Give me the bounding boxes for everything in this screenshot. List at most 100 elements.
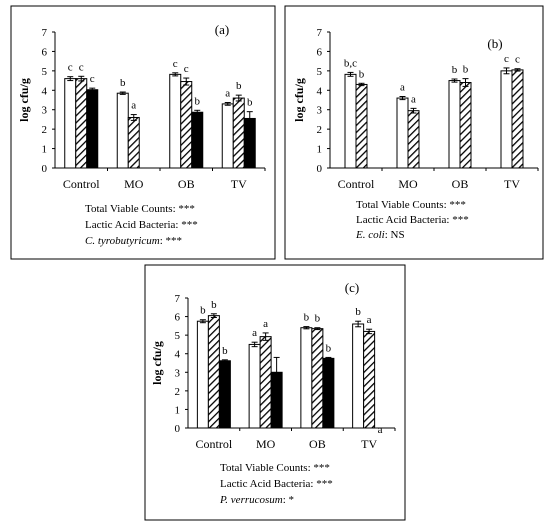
footnote: Total Viable Counts: *** [356, 199, 466, 211]
footnote: E. coli: NS [355, 229, 405, 241]
significance-label: c [90, 73, 95, 85]
footnote-species: E. coli [355, 229, 385, 241]
significance-label: a [252, 327, 257, 339]
y-tick-label: 6 [175, 312, 181, 324]
significance-label: b [304, 312, 310, 324]
footnote-species: P. verrucosum [219, 494, 283, 506]
bar [311, 328, 324, 429]
significance-label: a [400, 82, 405, 94]
bar [500, 70, 513, 169]
y-tick-label: 5 [42, 66, 48, 78]
footnote: Lactic Acid Bacteria: *** [356, 214, 469, 226]
significance-label: c [504, 53, 509, 65]
x-tick-label: OB [178, 177, 195, 191]
x-tick-label: MO [256, 437, 276, 451]
footnote-species: C. tyrobutyricum [85, 235, 160, 247]
x-tick-label: TV [361, 437, 377, 451]
y-tick-label: 6 [317, 46, 323, 58]
bar [352, 323, 365, 429]
significance-label: a [263, 318, 268, 330]
significance-label: b [452, 64, 458, 76]
y-tick-label: 4 [317, 85, 323, 97]
significance-label: b [463, 64, 469, 76]
x-tick-label: OB [309, 437, 326, 451]
significance-label: c [68, 62, 73, 74]
significance-label: b [211, 299, 217, 311]
bar [407, 110, 420, 169]
footnote: C. tyrobutyricum: *** [85, 235, 182, 247]
footnote: P. verrucosum: * [219, 494, 294, 506]
significance-label: b [200, 305, 206, 317]
bar [232, 97, 245, 169]
significance-label: b [120, 77, 126, 89]
bar [248, 343, 261, 429]
y-axis-label: log cfu/g [150, 341, 164, 385]
significance-label: a [367, 314, 372, 326]
bar [64, 78, 77, 169]
significance-label: c [515, 54, 520, 66]
y-tick-label: 2 [317, 124, 323, 136]
y-tick-label: 4 [42, 85, 48, 97]
significance-label: c [173, 58, 178, 70]
y-tick-label: 1 [317, 144, 323, 156]
y-tick-label: 0 [317, 163, 323, 175]
panel-label: (a) [215, 22, 229, 37]
y-tick-label: 2 [175, 386, 181, 398]
bar [448, 80, 461, 169]
x-tick-label: Control [63, 177, 100, 191]
y-tick-label: 7 [317, 27, 323, 39]
y-tick-label: 3 [175, 367, 181, 379]
y-tick-label: 4 [175, 349, 181, 361]
bar [322, 357, 335, 429]
y-axis-label: log cfu/g [292, 78, 306, 122]
bar [180, 81, 193, 169]
footnote: Total Viable Counts: *** [220, 462, 330, 474]
x-tick-label: TV [231, 177, 247, 191]
bar [116, 92, 129, 169]
significance-label: a [131, 100, 136, 112]
footnote: Lactic Acid Bacteria: *** [85, 219, 198, 231]
y-tick-label: 7 [175, 293, 181, 305]
y-tick-label: 7 [42, 27, 48, 39]
significance-label: b [222, 345, 228, 357]
bar [363, 330, 376, 429]
x-tick-label: TV [504, 177, 520, 191]
y-tick-label: 1 [42, 144, 48, 156]
y-tick-label: 2 [42, 124, 48, 136]
bar [218, 360, 231, 429]
significance-label: c [79, 61, 84, 73]
x-tick-label: MO [124, 177, 144, 191]
panel-label: (c) [345, 280, 359, 295]
y-tick-label: 3 [42, 105, 48, 117]
significance-label: a [225, 88, 230, 100]
bar [221, 103, 234, 169]
bar [511, 69, 524, 169]
significance-label: a [411, 93, 416, 105]
y-tick-label: 6 [42, 46, 48, 58]
bar [127, 116, 140, 169]
significance-label: b [355, 306, 361, 318]
x-tick-label: MO [398, 177, 418, 191]
bar [459, 82, 472, 169]
x-tick-label: Control [196, 437, 233, 451]
panel-label: (b) [487, 36, 502, 51]
bar [169, 73, 182, 169]
significance-label: b [315, 313, 321, 325]
significance-label: a [378, 424, 383, 436]
footnote-significance: : * [283, 494, 294, 506]
bar [344, 73, 357, 169]
significance-label: b [247, 97, 253, 109]
y-tick-label: 1 [175, 404, 181, 416]
x-tick-label: OB [452, 177, 469, 191]
bar [300, 327, 313, 429]
y-tick-label: 0 [42, 163, 48, 175]
bar [396, 97, 409, 169]
y-axis-label: log cfu/g [17, 78, 31, 122]
y-tick-label: 0 [175, 423, 181, 435]
bar [86, 89, 99, 169]
y-tick-label: 5 [175, 330, 181, 342]
